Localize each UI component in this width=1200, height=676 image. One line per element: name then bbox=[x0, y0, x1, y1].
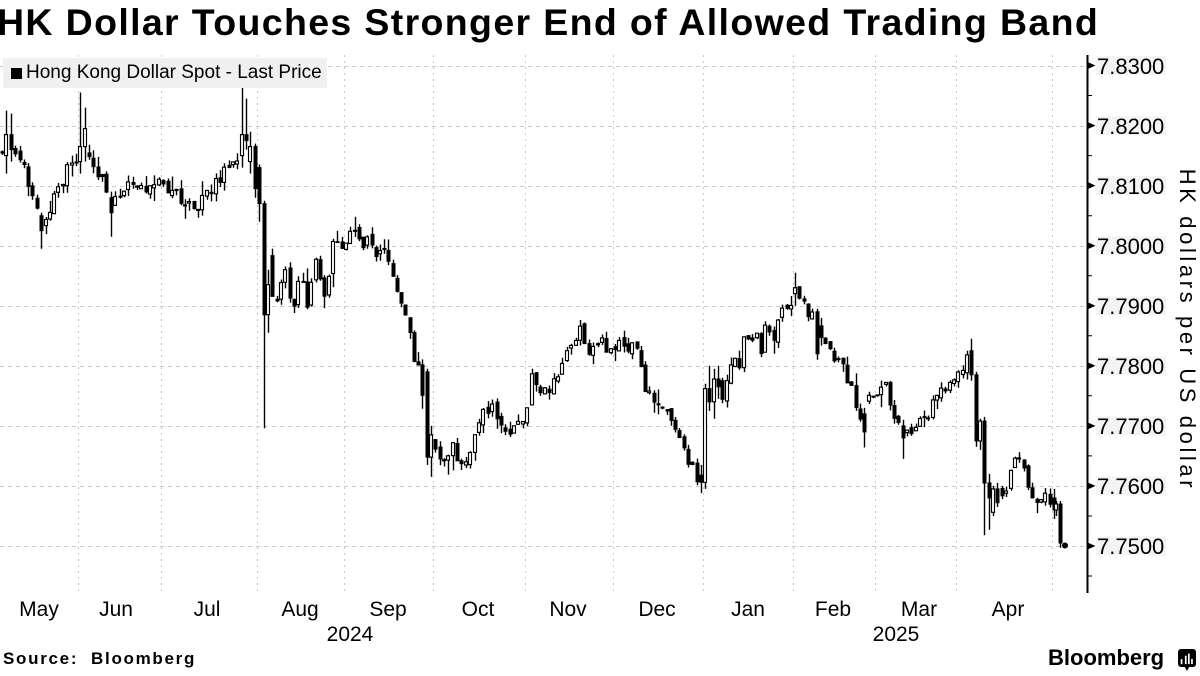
svg-text:Nov: Nov bbox=[549, 598, 587, 621]
svg-text:7.7500: 7.7500 bbox=[1097, 534, 1164, 559]
svg-text:Mar: Mar bbox=[901, 598, 937, 621]
svg-text:2025: 2025 bbox=[873, 623, 920, 646]
svg-text:Aug: Aug bbox=[281, 598, 318, 621]
svg-text:Dec: Dec bbox=[638, 598, 675, 621]
svg-text:7.8100: 7.8100 bbox=[1097, 174, 1164, 199]
svg-text:7.7900: 7.7900 bbox=[1097, 294, 1164, 319]
svg-text:7.7800: 7.7800 bbox=[1097, 354, 1164, 379]
svg-text:7.8300: 7.8300 bbox=[1097, 54, 1164, 79]
svg-text:Sep: Sep bbox=[369, 598, 406, 621]
svg-text:Apr: Apr bbox=[992, 598, 1025, 621]
svg-text:2024: 2024 bbox=[327, 623, 374, 646]
svg-text:7.7700: 7.7700 bbox=[1097, 414, 1164, 439]
svg-text:7.8000: 7.8000 bbox=[1097, 234, 1164, 259]
svg-text:Jun: Jun bbox=[99, 598, 133, 621]
svg-text:Jul: Jul bbox=[194, 598, 221, 621]
svg-text:Jan: Jan bbox=[731, 598, 765, 621]
svg-text:HK dollars per US dollar: HK dollars per US dollar bbox=[1175, 169, 1200, 491]
svg-text:May: May bbox=[19, 598, 59, 621]
svg-text:Feb: Feb bbox=[815, 598, 851, 621]
svg-text:7.8200: 7.8200 bbox=[1097, 114, 1164, 139]
svg-text:7.7600: 7.7600 bbox=[1097, 474, 1164, 499]
svg-text:Oct: Oct bbox=[462, 598, 495, 621]
